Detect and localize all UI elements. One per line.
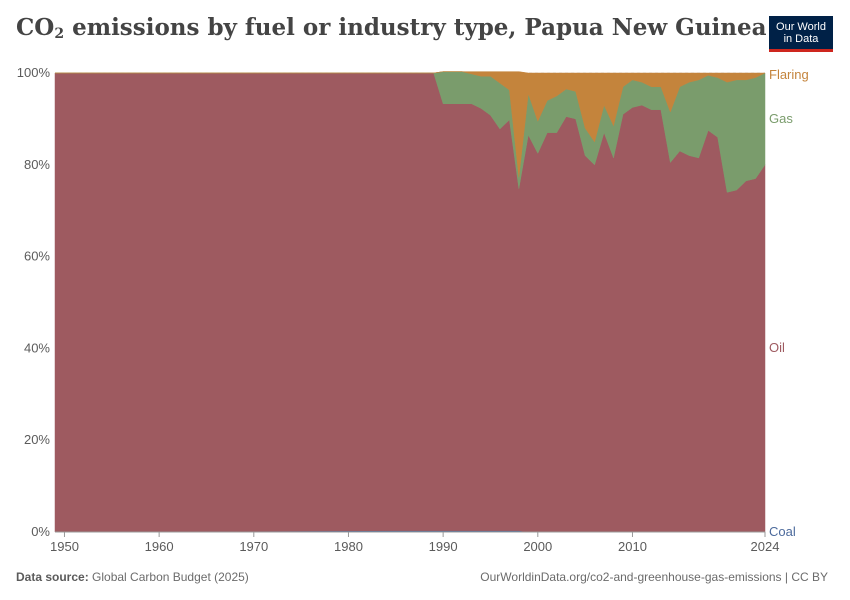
series-label-oil[interactable]: Oil <box>769 340 785 355</box>
chart-title-post: emissions by fuel or industry type, Papu… <box>64 14 767 41</box>
x-tick-label: 1980 <box>334 539 363 554</box>
owid-logo-line1: Our World <box>776 21 826 33</box>
area-flaring[interactable] <box>55 71 766 178</box>
series-labels: Coal Oil Gas Flaring <box>769 67 809 539</box>
data-source-value: Global Carbon Budget (2025) <box>88 570 249 584</box>
x-tick-label: 1970 <box>239 539 268 554</box>
series-areas <box>54 71 766 533</box>
y-tick-label: 20% <box>24 432 50 447</box>
x-tick-label: 1960 <box>145 539 174 554</box>
y-tick-label: 80% <box>24 157 50 172</box>
x-axis: 1950 1960 1970 1980 1990 2000 2010 2024 <box>50 531 780 554</box>
owid-logo-line2: in Data <box>783 33 819 45</box>
x-tick-label: 1990 <box>429 539 458 554</box>
y-tick-label: 60% <box>24 249 50 264</box>
chart-title: CO2 emissions by fuel or industry type, … <box>16 14 767 42</box>
series-label-coal[interactable]: Coal <box>769 524 796 539</box>
y-axis: 0% 20% 40% 60% 80% 100% <box>17 65 51 539</box>
y-tick-label: 0% <box>31 524 50 539</box>
x-tick-label: 2010 <box>618 539 647 554</box>
x-tick-label: 2024 <box>751 539 780 554</box>
chart-title-pre: CO <box>16 14 55 41</box>
data-source: Data source: Global Carbon Budget (2025) <box>16 570 249 584</box>
series-label-flaring[interactable]: Flaring <box>769 67 809 82</box>
data-source-label: Data source: <box>16 570 89 584</box>
series-label-gas[interactable]: Gas <box>769 111 793 126</box>
x-tick-label: 2000 <box>523 539 552 554</box>
owid-logo[interactable]: Our World in Data <box>769 16 833 52</box>
x-tick-label: 1950 <box>50 539 79 554</box>
y-tick-label: 40% <box>24 340 50 355</box>
chart-title-subscript: 2 <box>54 26 65 42</box>
source-url[interactable]: OurWorldinData.org/co2-and-greenhouse-ga… <box>480 570 828 584</box>
y-tick-label: 100% <box>17 65 51 80</box>
area-oil[interactable] <box>54 72 766 533</box>
